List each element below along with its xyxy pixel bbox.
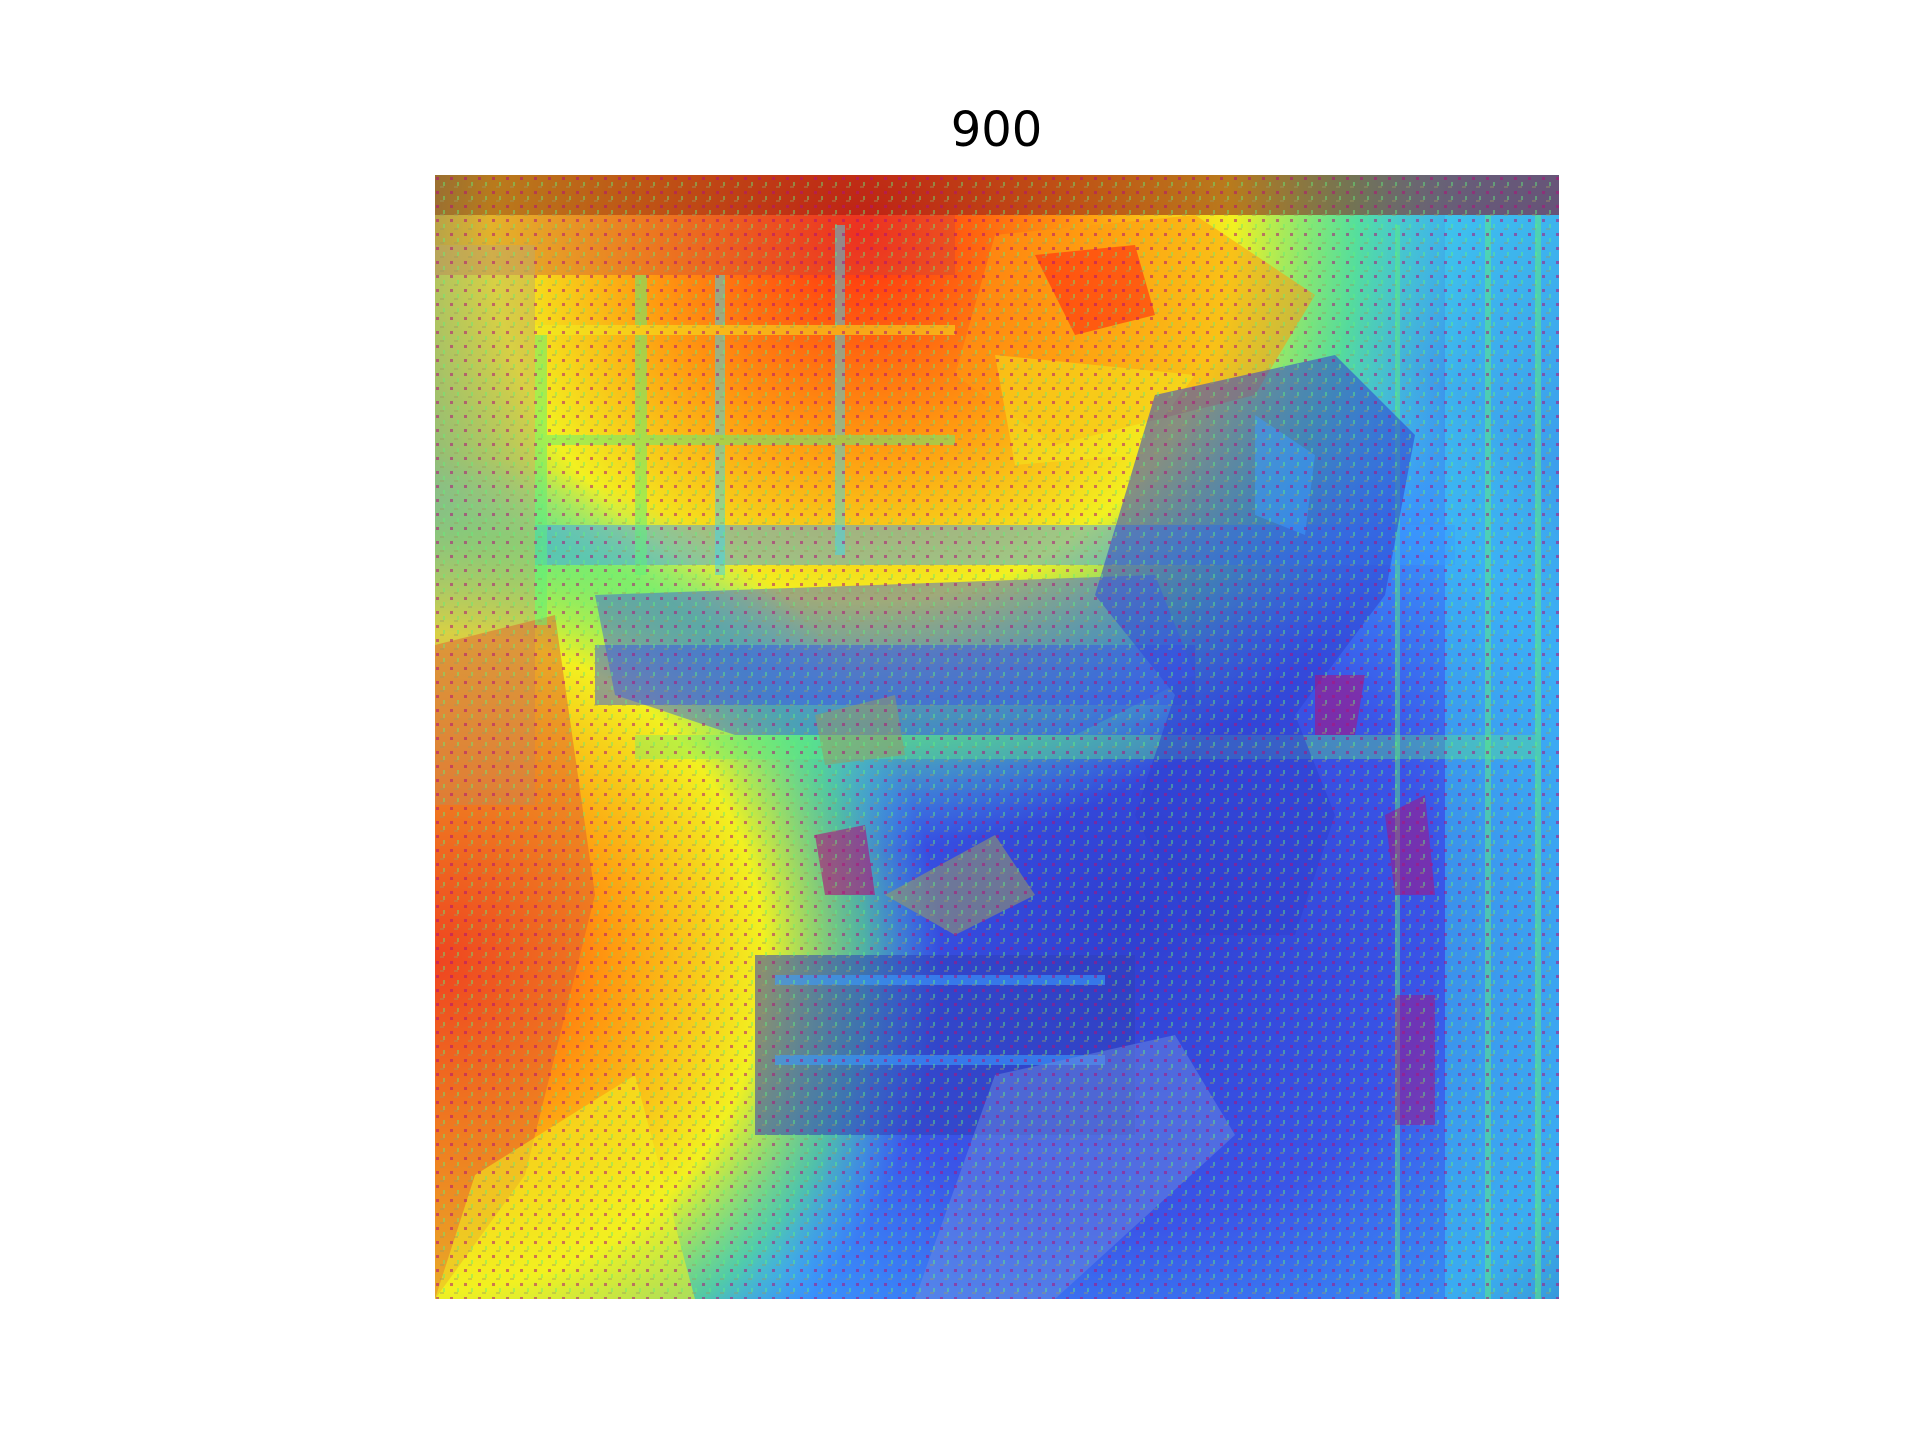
heatmap-overlay-image xyxy=(435,175,1559,1299)
figure-title: 900 xyxy=(950,102,1043,158)
heatmap-overlay-svg xyxy=(435,175,1559,1299)
speckle-texture xyxy=(435,175,1559,1299)
